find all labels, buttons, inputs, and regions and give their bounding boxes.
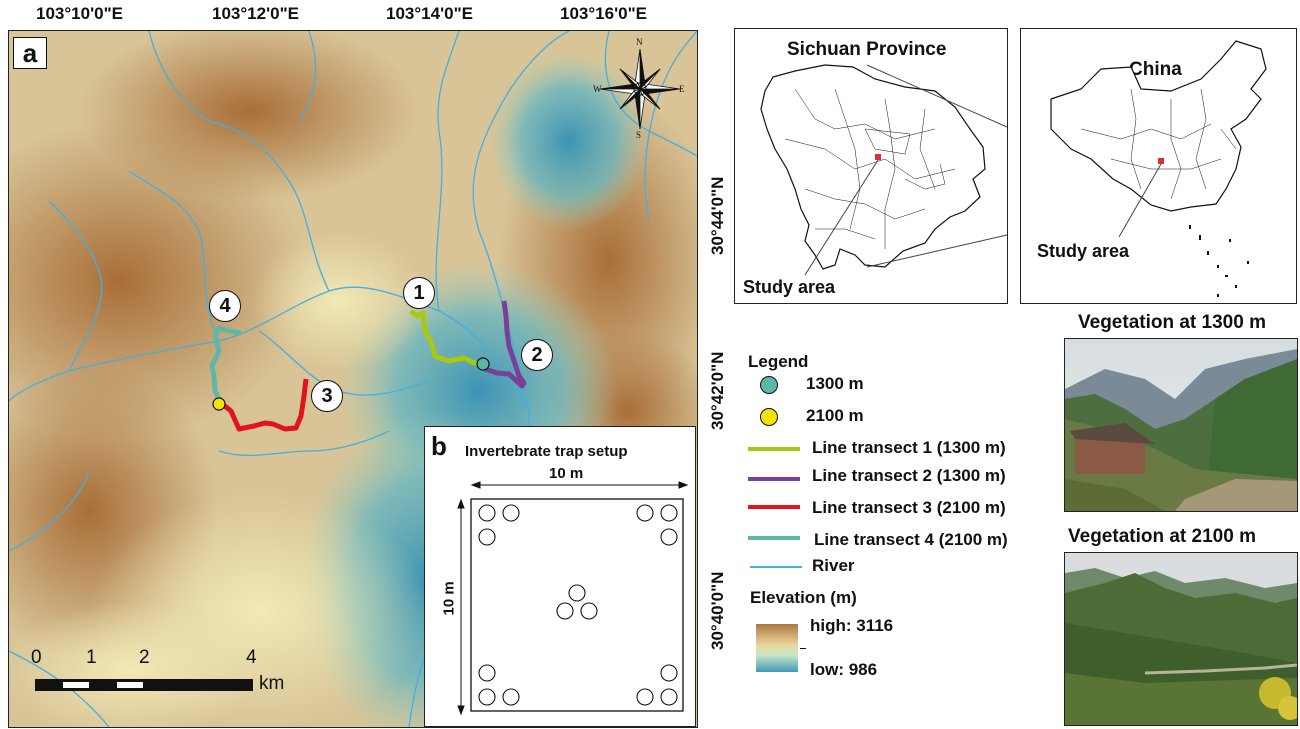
legend-item-river: River xyxy=(812,556,855,575)
site-2100m-dot[interactable] xyxy=(212,397,226,411)
scale-tick-2: 2 xyxy=(139,647,150,668)
lat-label-2-text: 30°42'0"N xyxy=(708,351,727,430)
vegetation-1300m-photo xyxy=(1064,338,1298,512)
legend-title: Legend xyxy=(748,352,809,371)
lon-label-3: 103°14'0"E xyxy=(386,4,473,23)
trap-width-label: 10 m xyxy=(549,465,584,482)
lon-label-1: 103°10'0"E xyxy=(36,4,123,23)
legend-line-transect-4 xyxy=(748,536,800,540)
lon-label-2: 103°12'0"E xyxy=(212,4,299,23)
sichuan-outline xyxy=(760,64,1007,276)
elevation-color-ramp xyxy=(756,624,806,672)
transect-1-line[interactable] xyxy=(409,309,484,367)
compass-rose-icon: N S E W xyxy=(593,37,685,140)
elevation-legend-title: Elevation (m) xyxy=(750,588,857,607)
elevation-high-label: high: 3116 xyxy=(810,616,894,635)
photo-1300-title: Vegetation at 1300 m xyxy=(1078,312,1266,333)
trap-plot-diagram xyxy=(457,481,689,716)
photo-2100-title: Vegetation at 2100 m xyxy=(1068,526,1256,547)
site-1300m-dot[interactable] xyxy=(476,357,490,371)
legend-item-transect-3: Line transect 3 (2100 m) xyxy=(812,498,1006,517)
sichuan-study-area-label: Study area xyxy=(743,277,836,297)
legend-dot-2100 xyxy=(760,408,778,426)
transect-3-line[interactable] xyxy=(219,378,309,432)
sichuan-locator-map: Sichuan Province Study area xyxy=(734,28,1008,304)
legend-item-transect-1: Line transect 1 (1300 m) xyxy=(812,438,1006,457)
china-outline xyxy=(1050,40,1267,297)
scale-bar: 0 1 2 4 km xyxy=(29,647,329,697)
transect-2-line[interactable] xyxy=(484,300,527,389)
china-study-area-label: Study area xyxy=(1037,241,1130,261)
transect-marker-1[interactable]: 1 xyxy=(403,277,435,309)
lat-label-3-text: 30°40'0"N xyxy=(708,571,727,650)
china-map-title: China xyxy=(1129,59,1182,80)
legend-dot-1300 xyxy=(760,376,778,394)
trap-setup-title: Invertebrate trap setup xyxy=(465,443,628,460)
legend-item-transect-2: Line transect 2 (1300 m) xyxy=(812,466,1006,485)
transect-marker-2[interactable]: 2 xyxy=(521,339,553,371)
lon-label-4: 103°16'0"E xyxy=(560,4,647,23)
legend-line-transect-3 xyxy=(748,505,800,509)
scale-tick-0: 0 xyxy=(31,647,42,668)
legend-item-1300: 1300 m xyxy=(806,374,864,393)
transect-4-line[interactable] xyxy=(209,325,242,405)
compass-e: E xyxy=(679,84,685,94)
panel-a-letter: a xyxy=(13,37,47,69)
transects xyxy=(209,300,527,432)
compass-w: W xyxy=(593,84,602,94)
scale-tick-1: 1 xyxy=(86,647,97,668)
legend-line-river xyxy=(750,566,802,568)
lon-labels-top: 103°10'0"E 103°12'0"E 103°14'0"E 103°16'… xyxy=(0,0,700,28)
scale-unit: km xyxy=(259,673,285,694)
sichuan-map-title: Sichuan Province xyxy=(787,39,947,60)
compass-s: S xyxy=(636,130,642,140)
compass-n: N xyxy=(636,37,643,47)
vegetation-2100m-photo xyxy=(1064,552,1298,726)
lat-label-1-text: 30°44'0"N xyxy=(708,176,727,255)
legend-line-transect-2 xyxy=(748,477,800,481)
transect-marker-3[interactable]: 3 xyxy=(311,380,343,412)
scale-tick-4: 4 xyxy=(246,647,257,668)
legend-item-2100: 2100 m xyxy=(806,406,864,425)
panel-b-letter: b xyxy=(431,431,447,461)
trap-setup-inset: b Invertebrate trap setup 10 m 10 m xyxy=(424,426,696,727)
legend: Legend 1300 m 2100 m Line transect 1 (13… xyxy=(742,350,1062,720)
china-locator-map: China Study area xyxy=(1020,28,1297,304)
legend-line-transect-1 xyxy=(748,447,800,451)
legend-item-transect-4: Line transect 4 (2100 m) xyxy=(814,530,1008,549)
scale-bar-graphic xyxy=(35,679,253,691)
elevation-low-label: low: 986 xyxy=(810,660,878,679)
transect-marker-4[interactable]: 4 xyxy=(209,290,241,322)
